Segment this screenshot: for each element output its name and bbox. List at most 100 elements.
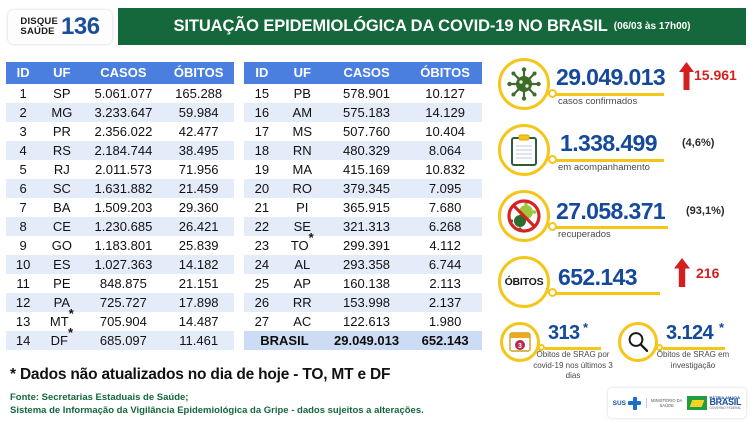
page-header: DISQUE SAÚDE 136 SITUAÇÃO EPIDEMIOLÓGICA…: [0, 0, 754, 52]
stat-srag-investigation: 3.124 * Óbitos de SRAG em investigação: [492, 314, 754, 378]
cell-obitos: 8.064: [428, 143, 462, 158]
srag-investigation-value: 3.124: [666, 322, 714, 344]
table-header-row: ID UF CASOS ÓBITOS: [244, 62, 482, 84]
cell-uf: CE: [52, 219, 71, 234]
cell-id: 1: [19, 86, 27, 101]
accent-underline: [556, 226, 668, 229]
source-note: Fonte: Secretarias Estaduais de Saúde; S…: [10, 392, 424, 417]
cell-obitos: 71.956: [178, 162, 219, 177]
monitoring-percent: (4,6%): [682, 137, 715, 149]
srag-investigation-asterisk: *: [719, 320, 725, 335]
cell-obitos: 4.112: [429, 238, 461, 253]
deaths-ring-label: ÓBITOS: [498, 256, 550, 308]
total-casos: 29.049.013: [334, 333, 400, 348]
column-header-id: ID: [244, 62, 280, 84]
cell-id: 19: [254, 162, 270, 177]
ministry-of-health-logo: MINISTÉRIO DA SAÚDE: [646, 398, 682, 408]
srag-investigation-caption: Óbitos de SRAG em investigação: [656, 350, 730, 370]
cell-id: 20: [254, 181, 270, 196]
table-body-right: 15 PB 578.901 10.127 16 AM 575.183 14.129 17 MS 50…: [244, 84, 482, 350]
cell-casos: 293.358: [343, 257, 391, 272]
table-row: 4 RS 2.184.744 38.495: [6, 141, 234, 160]
ministry-line-1: MINISTÉRIO DA: [651, 398, 683, 403]
cell-id: 24: [254, 257, 270, 272]
disque-saude-words: DISQUE SAÚDE: [20, 17, 58, 37]
asterisk-marker: *: [308, 230, 314, 245]
health-cross-icon: [628, 396, 642, 410]
cell-id: 22: [254, 219, 270, 234]
cell-casos: 2.184.744: [94, 143, 153, 158]
table-row: 11 PE 848.875 21.151: [6, 274, 234, 293]
ministry-line-2: SAÚDE: [659, 403, 674, 408]
stat-confirmed-cases: 29.049.013 casos confirmados 15.961: [492, 56, 754, 112]
cell-casos: 507.760: [343, 124, 391, 139]
cell-id: 21: [254, 200, 270, 215]
cell-uf: BA: [53, 200, 71, 215]
recovered-value: 27.058.371: [556, 198, 666, 224]
table-row: 26 RR 153.998 2.137: [244, 293, 482, 312]
total-obitos: 652.143: [421, 333, 469, 348]
table-row: 7 BA 1.509.203 29.360: [6, 198, 234, 217]
cell-casos: 578.901: [343, 86, 391, 101]
cell-id: 6: [19, 181, 27, 196]
cell-id: 8: [19, 219, 27, 234]
table-row: 10 ES 1.027.363 14.182: [6, 255, 234, 274]
table-row: 20 RO 379.345 7.095: [244, 179, 482, 198]
table-row: 9 GO 1.183.801 25.839: [6, 236, 234, 255]
cell-id: 15: [254, 86, 270, 101]
cell-id: 13: [15, 314, 31, 329]
cell-casos: 2.011.573: [94, 162, 152, 177]
cell-id: 10: [15, 257, 31, 272]
cell-id: 25: [254, 276, 270, 291]
confirmed-cases-delta: 15.961: [694, 67, 737, 83]
recovered-caption: recuperados: [558, 229, 611, 240]
cell-casos: 705.904: [99, 314, 147, 329]
state-table-right: ID UF CASOS ÓBITOS 15 PB 578.901 10.127 16 AM…: [244, 62, 482, 350]
monitoring-value: 1.338.499: [560, 130, 658, 156]
no-virus-icon: [498, 190, 550, 242]
cell-casos: 725.727: [99, 295, 147, 310]
srag-covid-value: 313: [548, 322, 580, 344]
magnifier-icon: [618, 322, 658, 362]
state-table-left: ID UF CASOS ÓBITOS 1 SP 5.061.077 165.288 2 M…: [6, 62, 234, 350]
cell-obitos: 42.477: [178, 124, 219, 139]
sus-logo: SUS: [612, 396, 642, 410]
column-header-uf: UF: [279, 62, 325, 84]
cell-casos: 1.027.363: [94, 257, 153, 272]
cell-id: 5: [19, 162, 27, 177]
cell-uf: MT*: [49, 306, 74, 329]
cell-obitos: 14.129: [425, 105, 465, 120]
cell-obitos: 6.268: [428, 219, 462, 234]
table-row: 17 MS 507.760 10.404: [244, 122, 482, 141]
logo-number: 136: [61, 13, 100, 40]
cell-uf: SC: [52, 181, 71, 196]
patria-amada-brasil-logo: PÁTRIA AMADA BRASIL GOVERNO FEDERAL: [687, 395, 741, 412]
cell-casos: 1.631.882: [94, 181, 153, 196]
disque-saude-logo: DISQUE SAÚDE 136: [8, 10, 112, 44]
table-row: 2 MG 3.233.647 59.984: [6, 103, 234, 122]
accent-underline: [663, 347, 725, 350]
cell-casos: 1.509.203: [94, 200, 153, 215]
cell-obitos: 7.095: [428, 181, 462, 196]
stat-srag-covid: 3 313 * Óbitos de SRAG por covid-19 nos …: [492, 314, 754, 380]
cell-uf: AL: [294, 257, 311, 272]
cell-uf: PB: [293, 86, 311, 101]
column-header-obitos: ÓBITOS: [163, 62, 234, 84]
cell-uf: PA: [53, 295, 71, 310]
sus-label: SUS: [612, 399, 627, 407]
column-header-casos: CASOS: [324, 62, 409, 84]
table-row: 16 AM 575.183 14.129: [244, 103, 482, 122]
trend-up-arrow-icon: [679, 62, 694, 95]
cell-casos: 685.097: [99, 333, 147, 348]
cell-uf: MG: [51, 105, 73, 120]
cell-obitos: 11.461: [179, 333, 219, 348]
cell-id: 26: [254, 295, 270, 310]
cell-id: 3: [19, 124, 27, 139]
cell-id: 16: [254, 105, 270, 120]
confirmed-cases-value: 29.049.013: [556, 64, 666, 90]
cell-casos: 2.356.022: [94, 124, 153, 139]
calendar-3-icon: 3: [500, 322, 540, 362]
table-row: 13 MT* 705.904 14.487: [6, 306, 234, 331]
accent-underline: [556, 292, 660, 295]
cell-obitos: 29.360: [178, 200, 219, 215]
